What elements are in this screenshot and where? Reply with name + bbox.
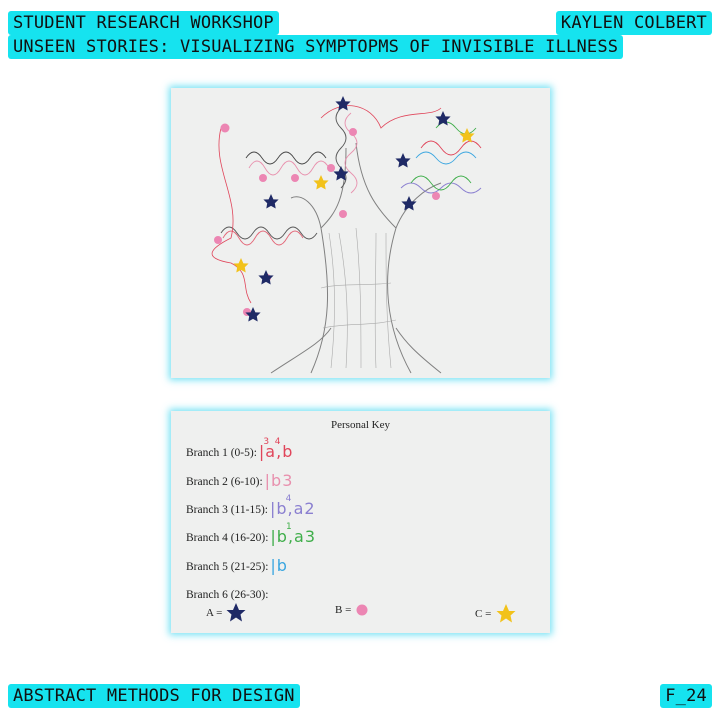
- page-code: F_24: [660, 684, 712, 708]
- star-icon: [226, 603, 246, 622]
- header-title-line2: UNSEEN STORIES: VISUALIZING SYMPTOPMS OF…: [8, 35, 624, 59]
- key-row-label: Branch 6 (26-30):: [186, 589, 269, 601]
- header-title-line1: STUDENT RESEARCH WORKSHOP: [8, 11, 279, 35]
- dot-icon: [356, 604, 368, 616]
- key-row: Branch 2 (6-10): |b3: [186, 466, 293, 490]
- key-row: Branch 1 (0-5): |a,b 3 4: [186, 437, 311, 461]
- legend-b: B =: [335, 602, 370, 618]
- key-row-superscript: 1: [286, 522, 292, 532]
- key-row-label: Branch 4 (16-20):: [186, 532, 269, 544]
- key-row-superscript: 4: [285, 494, 292, 504]
- key-row-label: Branch 5 (21-25):: [186, 561, 269, 573]
- author-name: KAYLEN COLBERT: [555, 11, 712, 35]
- tree-illustration: [211, 96, 482, 374]
- tree-drawing-photo: [171, 88, 550, 378]
- key-row-annotation: |b3: [264, 471, 294, 490]
- legend-a: A =: [206, 602, 247, 624]
- legend-a-label: A =: [206, 607, 223, 619]
- key-row: Branch 4 (16-20): |b,a3 1: [186, 522, 322, 546]
- key-row-superscript: 3 4: [263, 437, 281, 447]
- personal-key-card: Personal Key Branch 1 (0-5): |a,b 3 4 Branc…: [171, 411, 550, 633]
- key-row: Branch 6 (26-30):: [186, 579, 270, 603]
- key-row-label: Branch 3 (11-15):: [186, 504, 268, 516]
- key-row-label: Branch 2 (6-10):: [186, 476, 263, 488]
- course-title: ABSTRACT METHODS FOR DESIGN: [8, 684, 300, 708]
- key-row: Branch 3 (11-15): |b,a2 4: [186, 494, 321, 518]
- star-icon: [496, 604, 516, 623]
- legend-c-label: C =: [475, 608, 492, 620]
- key-row-label: Branch 1 (0-5):: [186, 447, 257, 459]
- key-row: Branch 5 (21-25): |b: [186, 551, 288, 575]
- key-title: Personal Key: [331, 419, 390, 431]
- key-row-annotation: |b,a3: [270, 527, 317, 546]
- key-row-annotation: |b: [270, 556, 288, 575]
- key-row-annotation: |b,a2: [269, 499, 316, 518]
- key-row-annotation: |a,b: [258, 442, 294, 461]
- legend-b-label: B =: [335, 604, 352, 616]
- legend-c: C =: [475, 602, 518, 626]
